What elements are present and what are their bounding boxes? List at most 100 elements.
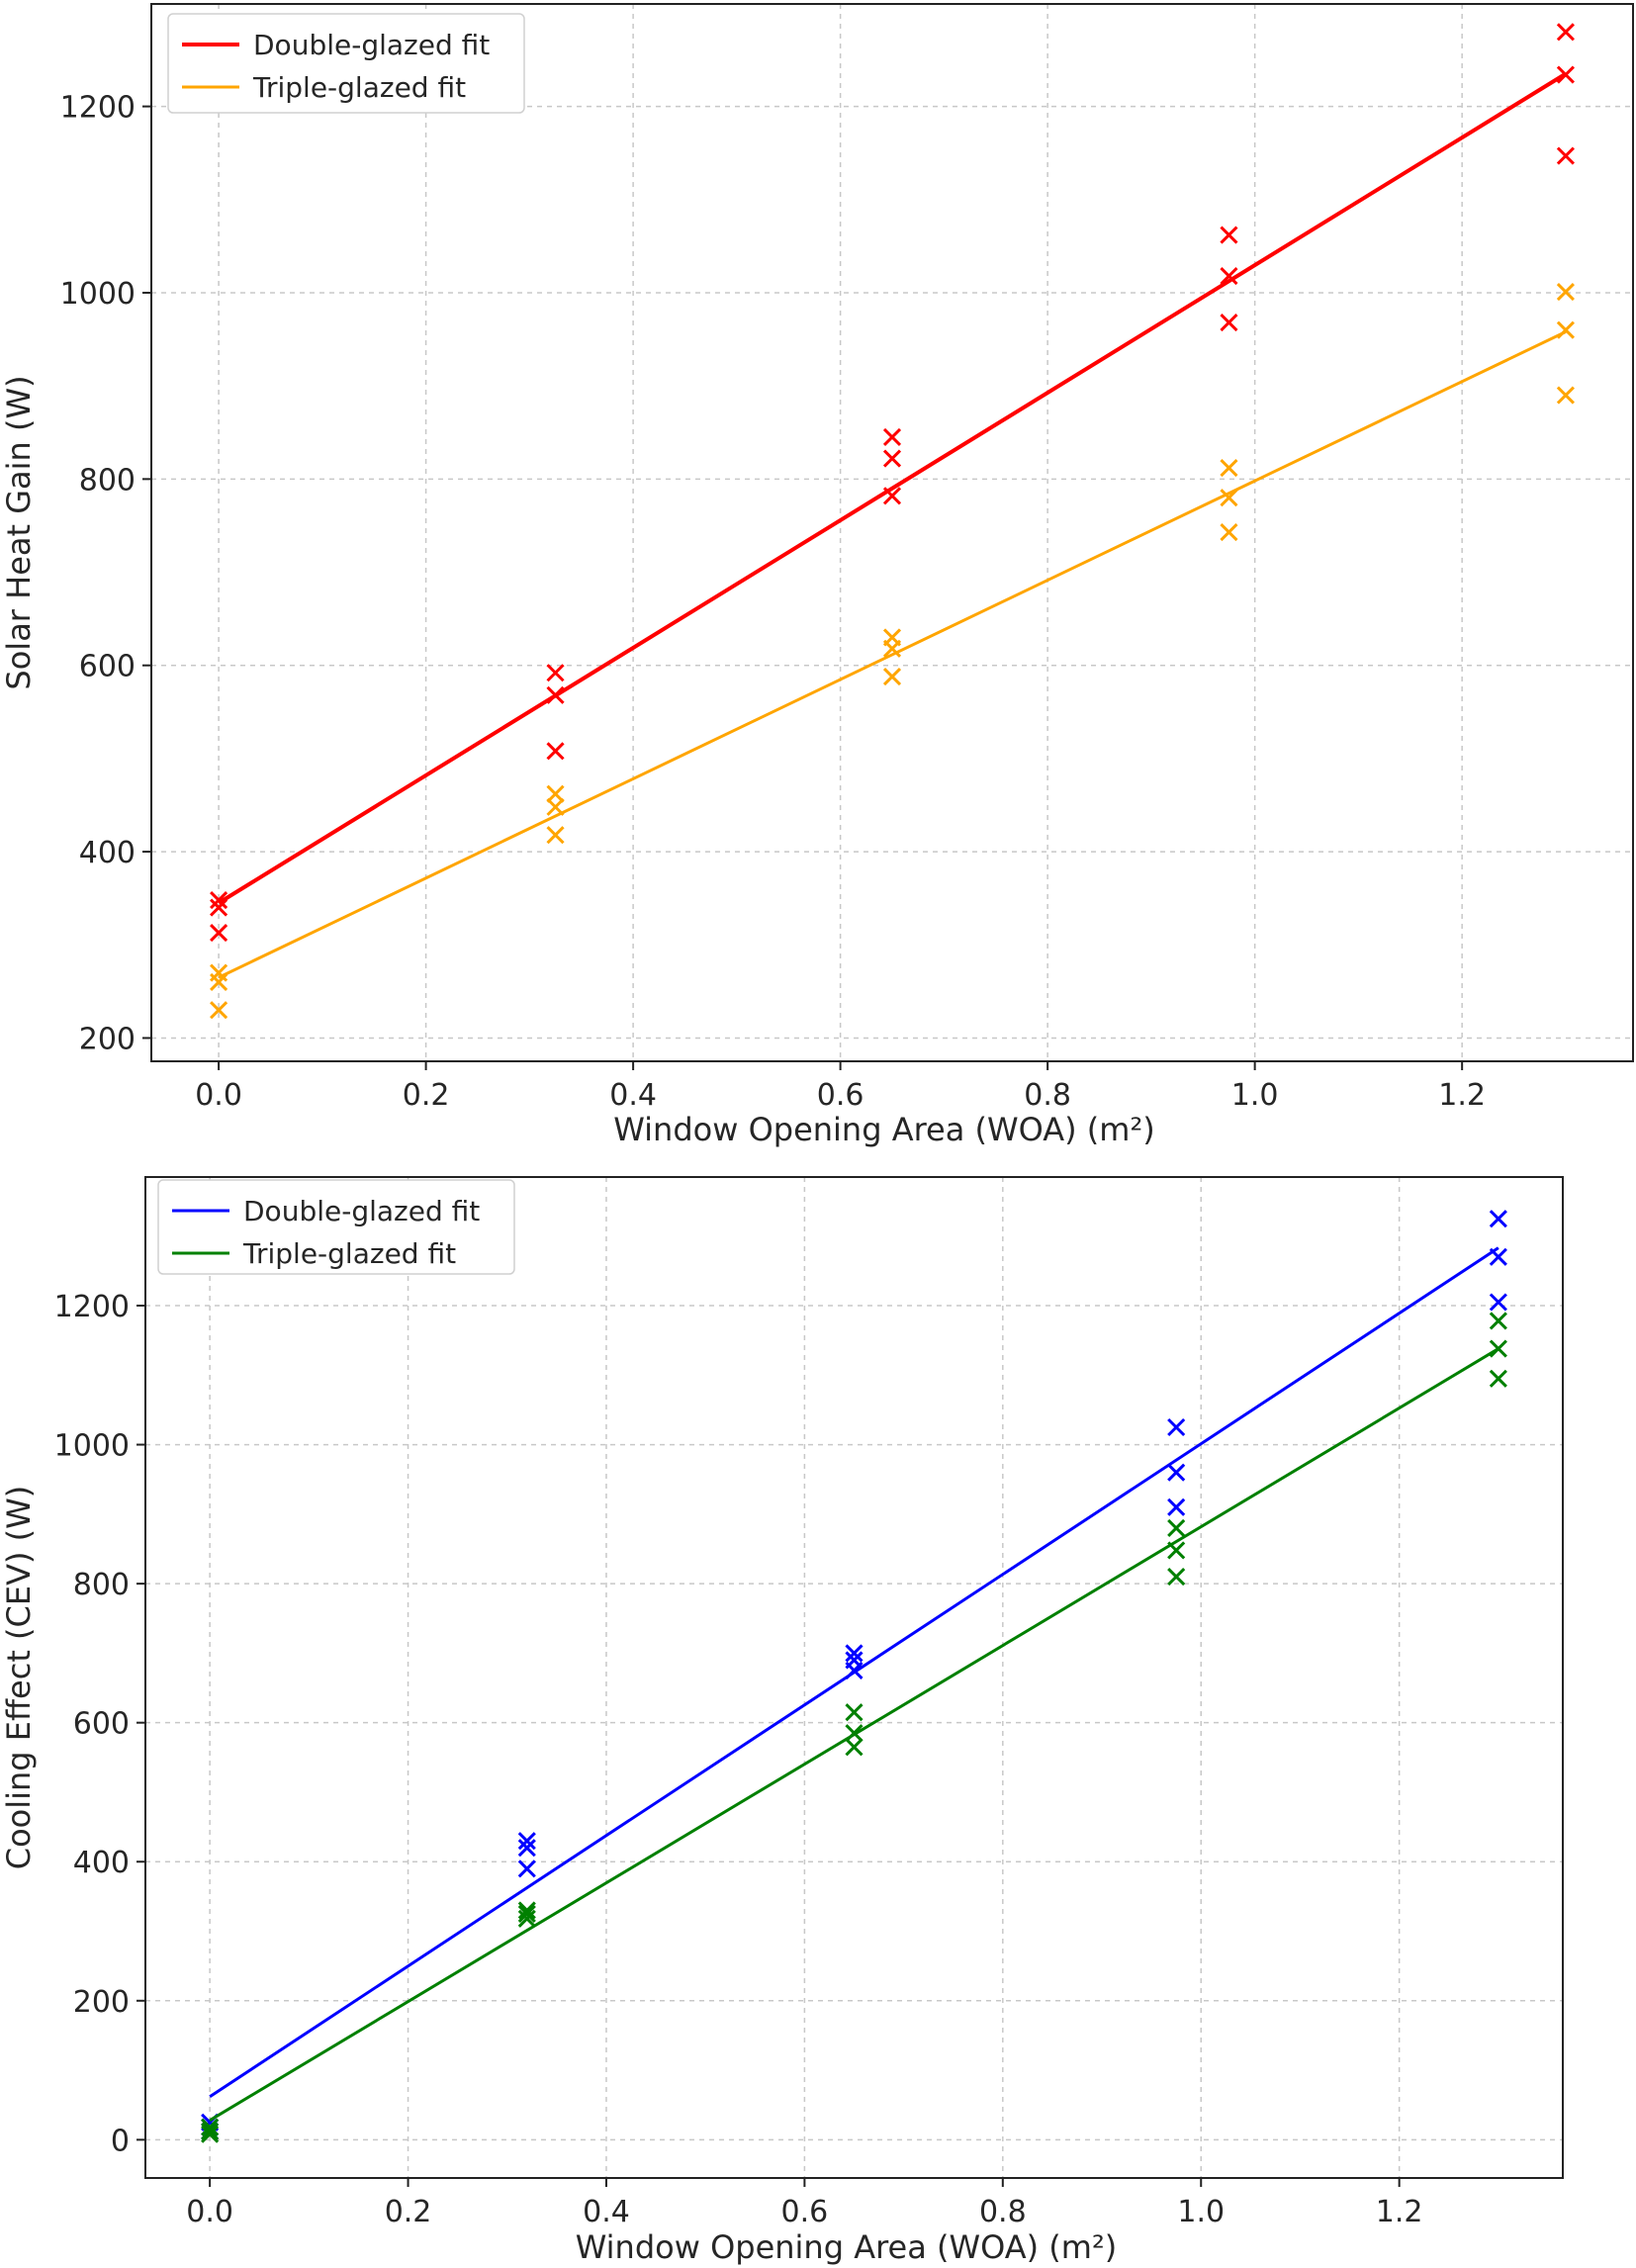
data-point — [1489, 1369, 1507, 1388]
series-1 — [210, 23, 1575, 943]
x-tick-label: 0.8 — [979, 2195, 1027, 2229]
data-point — [517, 1901, 536, 1920]
x-tick-label: 0.6 — [817, 1078, 864, 1113]
chart-2: 0.0 0.2 0.4 0.6 0.8 1.0 1.2 0 200 400 600 800 1000 12… — [0, 1176, 1564, 2266]
data-point — [845, 1738, 863, 1757]
data-point — [882, 427, 902, 447]
data-point — [845, 1644, 863, 1663]
data-point — [201, 2125, 220, 2143]
data-point — [1556, 146, 1575, 165]
data-point — [546, 797, 565, 816]
chart-1: 0.0 0.2 0.4 0.6 0.8 1.0 1.2 200 400 600 800 1000 120… — [0, 3, 1634, 1148]
legend-box — [157, 1179, 515, 1275]
legend-label: Double-glazed fit — [253, 29, 490, 61]
y-tick-label: 600 — [79, 650, 136, 684]
data-point — [1167, 1568, 1186, 1587]
data-point — [210, 898, 228, 917]
data-point — [1489, 1312, 1507, 1330]
data-point — [517, 1860, 536, 1878]
data-point — [1220, 489, 1238, 507]
legend: Double-glazed fit Triple-glazed fit — [157, 1179, 515, 1275]
data-point — [845, 1703, 863, 1722]
x-tick-label: 0.4 — [583, 2195, 630, 2229]
data-point — [201, 2118, 220, 2136]
plot-frame — [150, 3, 1634, 1062]
y-tick-label: 1200 — [54, 1290, 130, 1324]
x-tick-label: 1.0 — [1231, 1078, 1279, 1113]
data-point — [1167, 1497, 1186, 1516]
y-tick-label: 200 — [73, 1985, 130, 2020]
fit-line — [218, 71, 1567, 905]
x-tick-label: 0.2 — [403, 1078, 450, 1113]
y-tick-label: 1200 — [60, 91, 136, 126]
data-point — [1167, 1541, 1186, 1560]
data-point — [517, 1904, 536, 1924]
data-point — [1556, 386, 1575, 405]
x-tick-label: 1.2 — [1438, 1078, 1486, 1113]
data-point — [845, 1661, 863, 1680]
x-tick-label: 0.8 — [1024, 1078, 1071, 1113]
x-tick-label: 1.2 — [1376, 2195, 1423, 2229]
data-point — [546, 742, 565, 761]
data-point — [1167, 1417, 1186, 1437]
data-point — [517, 1839, 536, 1858]
data-point — [882, 639, 902, 658]
y-tick-label: 400 — [79, 836, 136, 870]
data-point — [1489, 1210, 1507, 1228]
data-point — [210, 923, 228, 943]
data-point — [517, 1909, 536, 1928]
x-tick-label: 0.4 — [609, 1078, 657, 1113]
data-point — [1556, 282, 1575, 302]
data-point — [1556, 320, 1575, 339]
y-tick-label: 1000 — [54, 1429, 130, 1464]
data-point — [882, 449, 902, 468]
x-tick-label: 0.2 — [385, 2195, 432, 2229]
y-axis-label: Cooling Effect (CEV) (W) — [0, 1486, 38, 1870]
data-point — [210, 972, 228, 992]
data-point — [546, 784, 565, 803]
data-point — [210, 1001, 228, 1020]
data-point — [201, 2122, 220, 2140]
legend-label: Triple-glazed fit — [252, 71, 466, 104]
y-tick-label: 200 — [79, 1022, 136, 1056]
y-tick-label: 1000 — [60, 277, 136, 312]
data-point — [1489, 1293, 1507, 1312]
legend: Double-glazed fit Triple-glazed fit — [167, 13, 525, 114]
data-point — [546, 826, 565, 845]
data-point — [1220, 226, 1238, 244]
series-2 — [210, 282, 1575, 1020]
data-point — [1220, 266, 1238, 286]
data-point — [1556, 65, 1575, 84]
data-point — [1489, 1247, 1507, 1266]
fit-line — [218, 330, 1567, 979]
data-point — [882, 667, 902, 686]
y-tick-label: 800 — [79, 463, 136, 498]
data-point — [546, 685, 565, 704]
x-axis-label: Window Opening Area (WOA) (m²) — [576, 2228, 1118, 2266]
x-tick-label: 1.0 — [1177, 2195, 1225, 2229]
data-point — [882, 487, 902, 505]
data-point — [1167, 1518, 1186, 1537]
x-tick-label: 0.0 — [195, 1078, 242, 1113]
y-tick-label: 800 — [73, 1568, 130, 1602]
data-point — [1220, 458, 1238, 478]
legend-label: Triple-glazed fit — [242, 1237, 456, 1270]
y-axis-label: Solar Heat Gain (W) — [0, 375, 38, 689]
data-point — [1220, 522, 1238, 542]
data-point — [210, 890, 228, 910]
y-tick-label: 0 — [111, 2124, 130, 2158]
plot-frame — [144, 1176, 1564, 2179]
x-tick-label: 0.6 — [781, 2195, 829, 2229]
data-point — [546, 664, 565, 682]
x-tick-label: 0.0 — [186, 2195, 233, 2229]
legend-box — [167, 13, 525, 114]
x-axis-label: Window Opening Area (WOA) (m²) — [613, 1111, 1155, 1148]
legend-label: Double-glazed fit — [243, 1195, 480, 1227]
data-point — [1489, 1339, 1507, 1358]
data-point — [1167, 1463, 1186, 1482]
data-point — [517, 1832, 536, 1851]
y-tick-label: 400 — [73, 1846, 130, 1880]
y-tick-label: 600 — [73, 1707, 130, 1742]
data-point — [845, 1724, 863, 1743]
